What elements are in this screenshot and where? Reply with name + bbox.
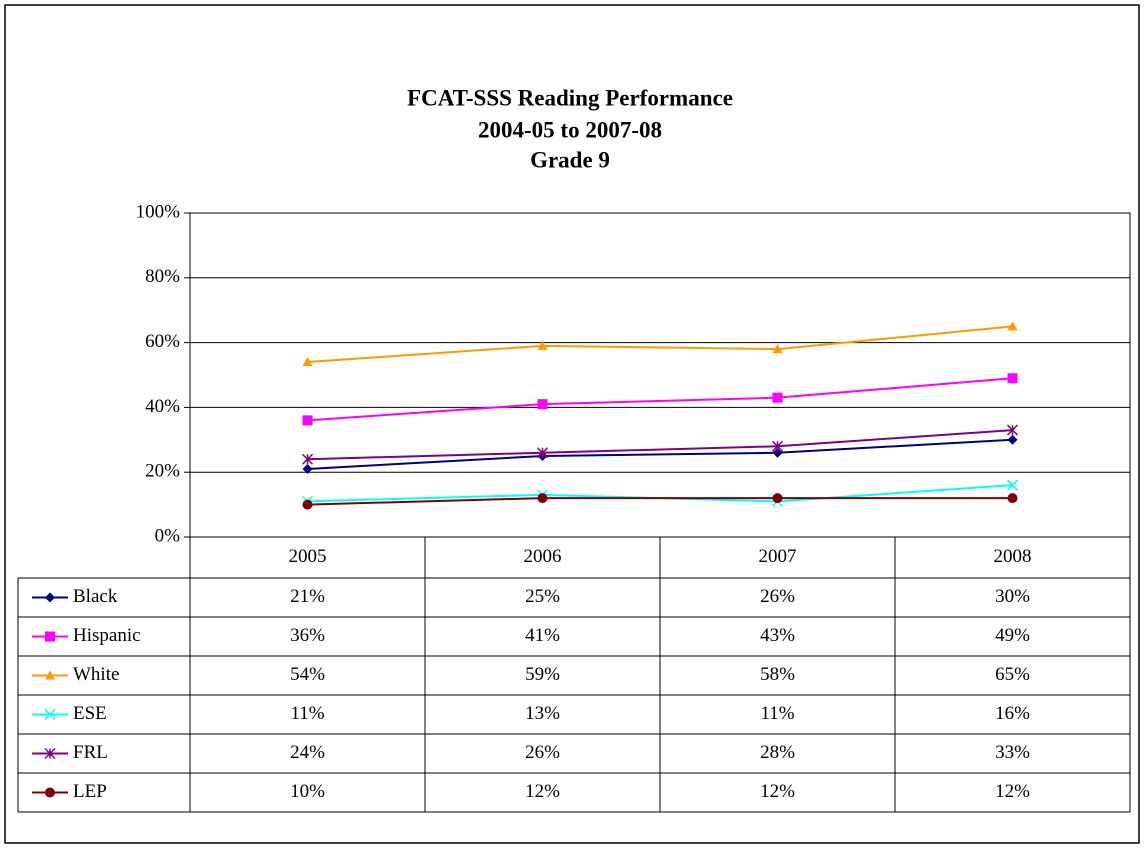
table-value: 59% [525,664,560,685]
table-value: 26% [760,586,795,607]
legend-marker [45,631,55,642]
chart-title: FCAT-SSS Reading Performance [407,85,733,110]
table-value: 49% [995,625,1030,646]
table-value: 65% [995,664,1030,685]
data-point [537,493,548,504]
y-tick-label: 0% [155,525,181,546]
y-tick-label: 60% [145,331,180,352]
series-line [307,438,1013,470]
legend-label: LEP [73,781,107,802]
data-point [772,344,783,354]
data-point [302,357,313,367]
legend-marker [44,708,56,721]
series-line [307,429,1013,461]
x-tick-label: 2005 [289,546,327,567]
table-value: 36% [290,625,325,646]
data-point [537,340,548,350]
data-point [1007,434,1018,445]
data-point [1006,424,1019,436]
data-point [302,499,313,510]
data-point [302,415,313,426]
table-value: 30% [995,586,1030,607]
series-line [307,497,1013,506]
y-tick-label: 20% [145,461,180,482]
legend-label: FRL [73,742,108,763]
legend-label: Hispanic [73,625,141,646]
table-value: 11% [290,703,324,724]
legend-label: White [73,664,119,685]
table-value: 12% [760,781,795,802]
legend-label: Black [73,586,118,607]
data-point [537,399,548,410]
data-point [772,447,783,458]
table-value: 13% [525,703,560,724]
legend-marker [45,592,55,603]
table-value: 16% [995,703,1030,724]
table-value: 12% [995,781,1030,802]
table-value: 10% [290,781,325,802]
table-value: 28% [760,742,795,763]
data-point [1007,493,1018,504]
x-tick-label: 2006 [524,546,562,567]
legend-marker [45,670,55,680]
table-value: 43% [760,625,795,646]
table-value: 26% [525,742,560,763]
data-point [302,463,313,474]
legend-marker [45,787,55,798]
table-value: 25% [525,586,560,607]
table-value: 54% [290,664,325,685]
y-tick-label: 40% [145,396,180,417]
x-tick-label: 2008 [994,546,1032,567]
data-point [1007,321,1018,331]
series-line [307,377,1013,422]
table-value: 33% [995,742,1030,763]
chart-border [4,4,1140,844]
data-point [301,453,314,465]
table-value: 24% [290,742,325,763]
data-point [772,493,783,504]
y-tick-label: 100% [136,201,181,222]
series-line [307,325,1013,364]
data-point [772,392,783,403]
data-point [771,440,784,452]
y-tick-label: 80% [145,266,180,287]
data-point [1007,373,1018,384]
legend-label: ESE [73,703,107,724]
table-value: 11% [760,703,794,724]
chart-title: 2004-05 to 2007-08 [478,117,662,142]
table-value: 12% [525,781,560,802]
table-value: 21% [290,586,325,607]
table-value: 58% [760,664,795,685]
table-value: 41% [525,625,560,646]
chart-title: Grade 9 [530,147,610,172]
x-tick-label: 2007 [759,546,797,567]
legend-marker [44,747,56,760]
data-point [536,447,549,459]
data-point [1006,479,1019,491]
